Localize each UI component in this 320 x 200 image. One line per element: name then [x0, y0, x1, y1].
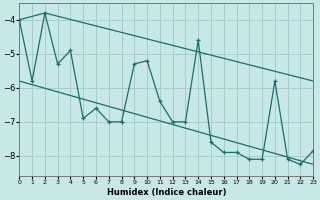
X-axis label: Humidex (Indice chaleur): Humidex (Indice chaleur) — [107, 188, 226, 197]
